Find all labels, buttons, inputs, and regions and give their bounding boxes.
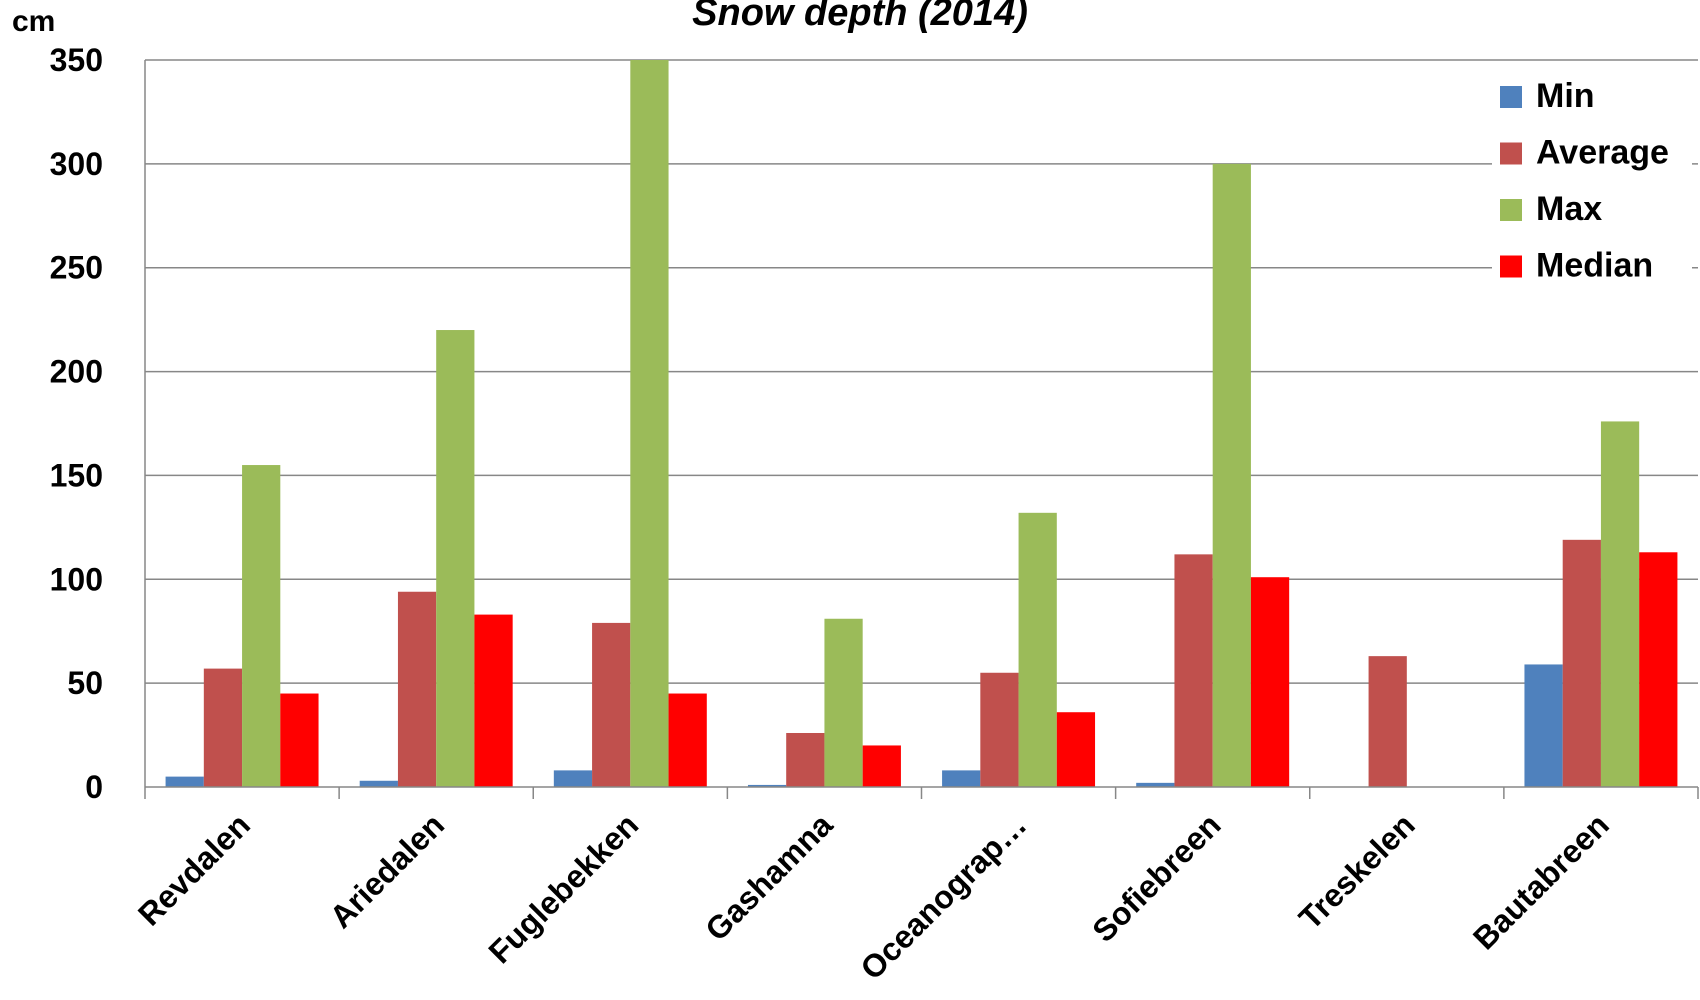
bar-median-fuglebekken: [668, 693, 707, 787]
bar-min-fuglebekken: [553, 770, 593, 787]
bar-median-revdalen: [280, 693, 319, 787]
bar-min-revdalen: [165, 776, 204, 787]
bar-min-bautabreen: [1524, 664, 1563, 787]
legend-label-median: Median: [1536, 247, 1653, 285]
legend-label-max: Max: [1536, 190, 1602, 228]
y-axis-unit-label: cm: [12, 5, 55, 38]
x-axis-ticks: Revdalen Ariedalen Fuglebekken Gashamna Ocea…: [131, 806, 1616, 986]
legend-label-average: Average: [1536, 134, 1669, 172]
legend-label-min: Min: [1536, 77, 1595, 115]
bar-median-ariedalen: [474, 614, 513, 787]
x-tick-label: Treskelen: [1292, 806, 1422, 936]
axes: [144, 60, 1699, 799]
legend-background: [1492, 68, 1692, 304]
bar-min-gashamna: [747, 784, 787, 787]
bar-median-bautabreen: [1639, 552, 1678, 787]
bar-average-bautabreen: [1562, 539, 1601, 787]
bar-average-treskelen: [1368, 656, 1407, 787]
bar-median-gashamna: [862, 745, 901, 787]
bar-average-revdalen: [203, 668, 243, 787]
legend: Min Average Max Median: [1492, 68, 1692, 304]
y-tick-label: 50: [67, 665, 103, 701]
bar-min-sofiebreen: [1136, 782, 1175, 787]
bar-max-ariedalen: [436, 330, 475, 787]
bar-average-ariedalen: [397, 591, 437, 787]
x-tick-label: Gashamna: [698, 806, 839, 947]
y-tick-label: 0: [85, 769, 103, 805]
y-tick-label: 350: [50, 42, 103, 78]
x-tick-label: Bautabreen: [1466, 806, 1616, 956]
x-tick-label: Revdalen: [131, 806, 257, 932]
y-tick-label: 200: [50, 354, 103, 390]
bar-max-oceanograp: [1018, 512, 1057, 787]
legend-swatch-min: [1500, 86, 1522, 108]
bar-min-oceanograp: [942, 770, 981, 787]
bar-max-bautabreen: [1600, 421, 1640, 787]
y-tick-label: 150: [50, 457, 103, 493]
chart-title: Snow depth (2014): [692, 0, 1028, 34]
x-tick-label: Ariedalen: [323, 806, 452, 935]
legend-swatch-average: [1500, 142, 1522, 165]
legend-swatch-median: [1500, 255, 1522, 278]
x-tick-label: Oceanograp…: [853, 806, 1033, 986]
bar-max-fuglebekken: [630, 60, 669, 787]
gridlines: [145, 59, 1698, 684]
bar-average-gashamna: [786, 732, 825, 787]
y-tick-label: 100: [50, 561, 103, 597]
y-tick-label: 250: [50, 250, 103, 286]
bar-max-sofiebreen: [1212, 163, 1251, 787]
bar-average-fuglebekken: [592, 622, 631, 787]
bar-average-oceanograp: [980, 672, 1019, 787]
legend-swatch-max: [1500, 199, 1522, 221]
bar-average-sofiebreen: [1174, 554, 1213, 787]
y-axis-ticks: 0 50 100 150 200 250 300 350: [50, 42, 103, 805]
bar-min-ariedalen: [359, 780, 398, 787]
y-tick-label: 300: [50, 146, 103, 182]
bar-max-revdalen: [242, 465, 281, 787]
bar-median-oceanograp: [1056, 712, 1096, 787]
x-tick-label: Fuglebekken: [481, 806, 645, 970]
bar-max-gashamna: [824, 618, 863, 787]
bar-median-sofiebreen: [1250, 577, 1290, 787]
bars: [165, 60, 1678, 787]
x-tick-label: Sofiebreen: [1085, 806, 1227, 948]
